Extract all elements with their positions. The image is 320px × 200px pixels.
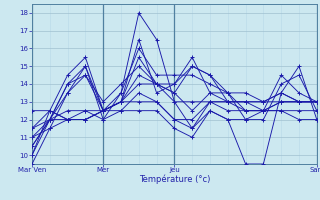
X-axis label: Température (°c): Température (°c) — [139, 175, 210, 184]
